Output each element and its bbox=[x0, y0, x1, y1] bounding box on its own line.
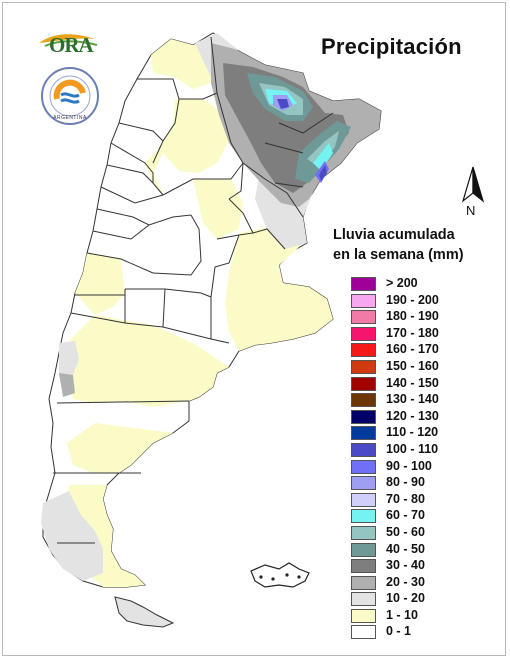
legend-label: 170 - 180 bbox=[386, 325, 439, 340]
ora-logo-text: ORA bbox=[49, 33, 94, 57]
rain-high-areas bbox=[273, 95, 329, 183]
seal-emblem-icon bbox=[41, 67, 99, 125]
province-boundaries bbox=[53, 36, 334, 544]
legend-label: 160 - 170 bbox=[386, 342, 439, 357]
legend-label: 10 - 20 bbox=[386, 591, 425, 606]
legend-swatch bbox=[351, 277, 376, 291]
legend-label: 190 - 200 bbox=[386, 292, 439, 307]
legend-swatch bbox=[351, 625, 376, 640]
legend-swatch bbox=[351, 409, 376, 424]
legend-swatch bbox=[351, 608, 376, 623]
legend-swatch bbox=[351, 476, 376, 491]
legend-label: 0 - 1 bbox=[386, 624, 412, 639]
legend-title-line-2: en la semana (mm) bbox=[333, 247, 464, 263]
north-arrow: N bbox=[458, 165, 488, 221]
legend-label: 50 - 60 bbox=[386, 524, 425, 539]
legend-label: 70 - 80 bbox=[386, 491, 425, 506]
map-title: Precipitación bbox=[321, 34, 462, 59]
legend-swatch bbox=[351, 575, 376, 590]
ora-logo: ORA bbox=[37, 29, 101, 61]
legend-swatch bbox=[351, 459, 376, 474]
legend-swatch bbox=[351, 326, 376, 341]
institution-seal: ARGENTINA bbox=[39, 65, 101, 127]
legend-swatch bbox=[351, 559, 376, 574]
legend-label: 150 - 160 bbox=[386, 358, 439, 373]
legend-label: 30 - 40 bbox=[386, 558, 425, 573]
legend-label: 80 - 90 bbox=[386, 475, 425, 490]
tierra-del-fuego bbox=[114, 596, 175, 628]
legend-swatch bbox=[351, 376, 376, 391]
legend-swatch bbox=[351, 509, 376, 524]
legend-label: 120 - 130 bbox=[386, 408, 439, 423]
north-label: N bbox=[466, 203, 476, 218]
legend-swatch bbox=[351, 426, 376, 441]
legend-label: 90 - 100 bbox=[386, 458, 432, 473]
legend-title: Lluvia acumulada en la semana (mm) bbox=[333, 225, 464, 265]
north-arrow-icon bbox=[461, 166, 485, 203]
legend-swatch bbox=[351, 359, 376, 374]
legend-swatch bbox=[351, 525, 376, 540]
legend-label: 110 - 120 bbox=[386, 425, 439, 440]
legend-label: 1 - 10 bbox=[386, 607, 418, 622]
legend-swatch bbox=[351, 442, 376, 457]
legend-label: 20 - 30 bbox=[386, 574, 425, 589]
legend-label: 40 - 50 bbox=[386, 541, 425, 556]
legend-swatch bbox=[351, 310, 376, 325]
leaf-icon bbox=[39, 34, 98, 47]
legend-swatch bbox=[351, 592, 376, 607]
legend-label: 100 - 110 bbox=[386, 441, 439, 456]
legend-label: > 200 bbox=[386, 276, 418, 290]
islas-malvinas bbox=[250, 562, 310, 588]
legend-swatch bbox=[351, 492, 376, 507]
legend-swatch bbox=[351, 293, 376, 308]
legend-label: 60 - 70 bbox=[386, 508, 425, 523]
legend-swatch bbox=[351, 542, 376, 557]
legend-label: 180 - 190 bbox=[386, 309, 439, 324]
legend-label: 140 - 150 bbox=[386, 375, 439, 390]
argentina-precipitation-map bbox=[41, 32, 382, 628]
map-frame: Precipitación ORA ARGENTINA N Lluvia acu… bbox=[2, 2, 506, 656]
legend-swatch bbox=[351, 393, 376, 408]
seal-caption: ARGENTINA bbox=[53, 115, 87, 121]
legend-swatch bbox=[351, 343, 376, 358]
legend-label: 130 - 140 bbox=[386, 392, 439, 407]
legend-title-line-1: Lluvia acumulada bbox=[333, 227, 455, 243]
